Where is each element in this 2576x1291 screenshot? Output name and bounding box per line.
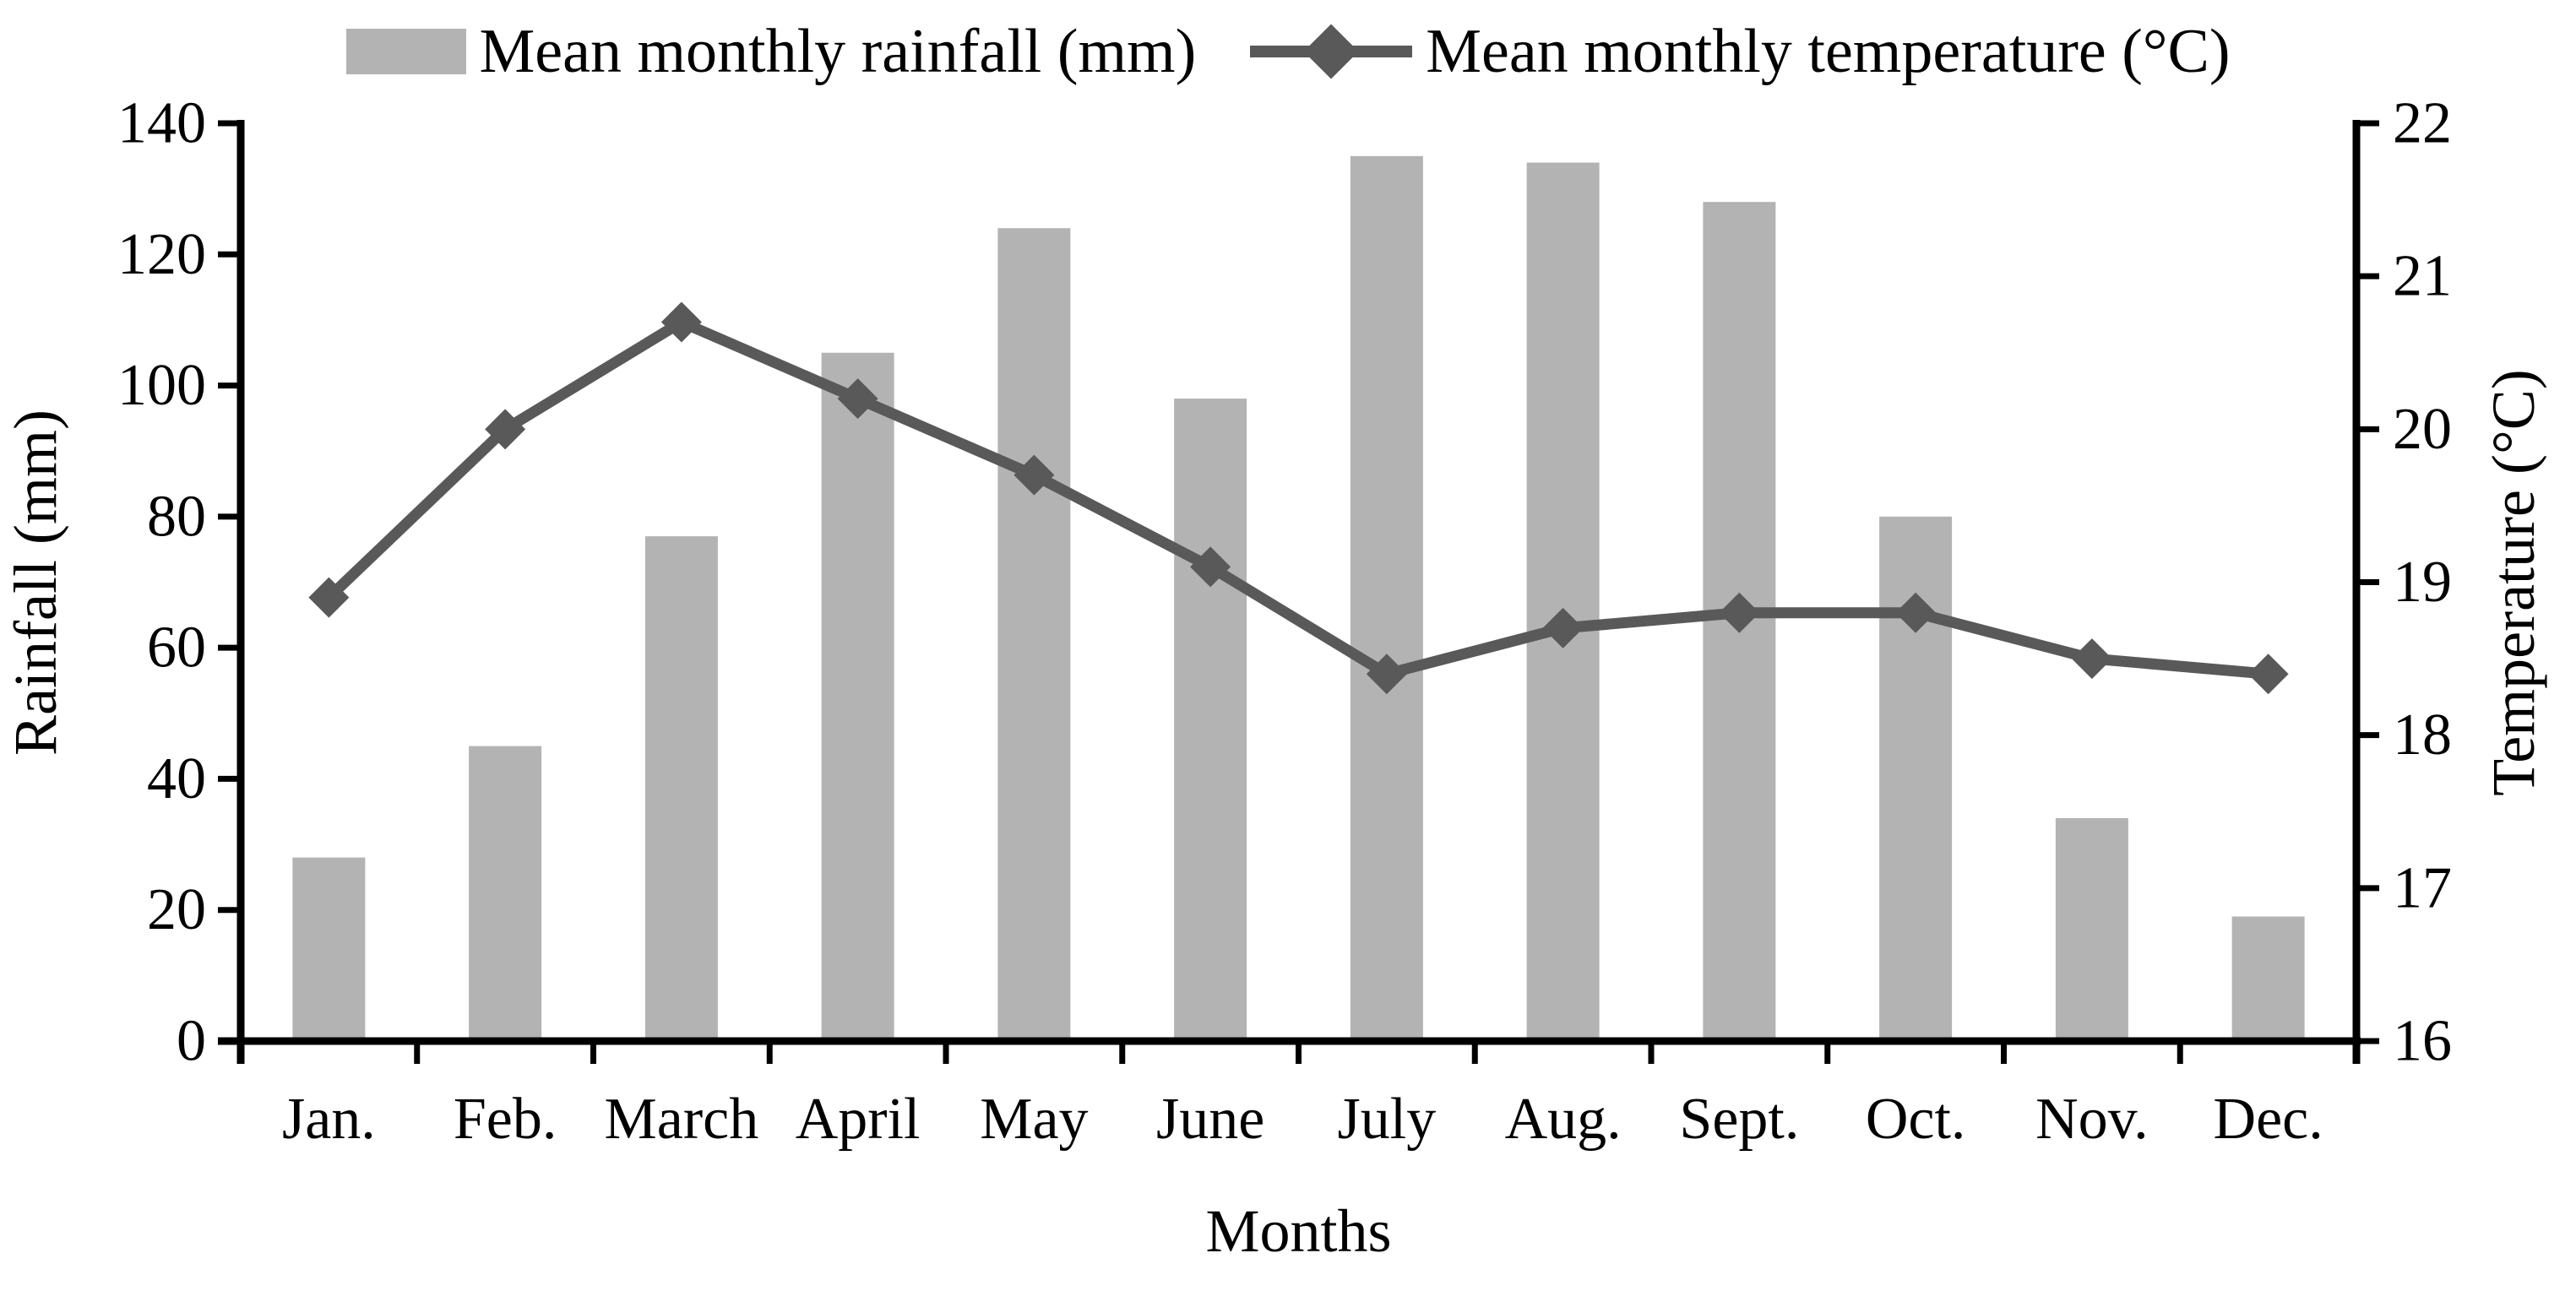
- right-tick-label-20: 20: [2393, 397, 2452, 462]
- bar-june: [1174, 399, 1247, 1042]
- right-tick-label-19: 19: [2393, 550, 2452, 615]
- temp-marker-july: [1366, 654, 1407, 695]
- right-tick-label-18: 18: [2393, 702, 2452, 768]
- temp-marker-dec: [2247, 654, 2289, 695]
- left-tick-label-80: 80: [147, 484, 206, 549]
- x-axis-ticks: Jan. Feb. March April May June July Aug. Sept. Oc…: [237, 1041, 2360, 1152]
- legend-item-temperature: Mean monthly temperature (°C): [1250, 20, 2230, 83]
- rainfall-bars: [292, 155, 2305, 1042]
- diamond-marker-icon: [1303, 24, 1359, 79]
- rainfall-legend-swatch: [345, 29, 466, 74]
- temp-marker-jan: [308, 577, 350, 618]
- x-tick-label-july: July: [1338, 1087, 1437, 1152]
- left-tick-label-140: 140: [117, 91, 206, 156]
- rainfall-legend-label: Mean monthly rainfall (mm): [479, 17, 1197, 86]
- temp-marker-may: [1014, 454, 1055, 496]
- temperature-legend-marker: [1250, 24, 1413, 79]
- temperature-legend-label: Mean monthly temperature (°C): [1426, 17, 2231, 86]
- x-tick-label-aug: Aug.: [1505, 1087, 1622, 1152]
- left-tick-label-120: 120: [117, 222, 206, 287]
- right-axis-title: Temperature (°C): [2480, 369, 2547, 796]
- x-tick-label-april: April: [796, 1087, 921, 1152]
- right-tick-label-21: 21: [2393, 244, 2452, 309]
- bar-dec: [2231, 916, 2305, 1041]
- x-tick-label-sept: Sept.: [1679, 1087, 1799, 1152]
- temp-marker-sept: [1719, 592, 1760, 633]
- right-axis-ticks: 16 17 18 19 20 21 22: [2356, 91, 2452, 1074]
- left-tick-label-40: 40: [147, 746, 206, 811]
- x-axis-title: Months: [1205, 1197, 1391, 1265]
- temperature-series: [308, 301, 2289, 695]
- right-tick-label-22: 22: [2393, 91, 2452, 156]
- temp-marker-nov: [2071, 638, 2112, 680]
- x-tick-label-june: June: [1156, 1087, 1264, 1152]
- bar-april: [821, 352, 894, 1041]
- temp-marker-april: [837, 378, 878, 420]
- temp-marker-feb: [485, 409, 526, 450]
- left-axis-title: Rainfall (mm): [2, 410, 69, 756]
- x-tick-label-jan: Jan.: [282, 1087, 376, 1152]
- bar-july: [1350, 155, 1423, 1042]
- bar-march: [644, 536, 718, 1041]
- bar-aug: [1526, 162, 1600, 1042]
- left-tick-label-100: 100: [117, 353, 206, 418]
- x-tick-label-nov: Nov.: [2035, 1087, 2149, 1152]
- x-tick-label-dec: Dec.: [2214, 1087, 2323, 1152]
- chart-legend: Mean monthly rainfall (mm) Mean monthly …: [0, 20, 2576, 83]
- bar-feb: [469, 746, 542, 1041]
- bar-nov: [2055, 818, 2128, 1041]
- x-tick-label-march: March: [605, 1087, 759, 1152]
- bar-jan: [292, 857, 366, 1041]
- left-tick-label-0: 0: [177, 1009, 206, 1074]
- left-tick-label-60: 60: [147, 616, 206, 681]
- left-axis-ticks: 0 20 40 60 80 100 120 140: [117, 91, 241, 1074]
- right-tick-label-17: 17: [2393, 855, 2452, 920]
- temp-marker-oct: [1895, 592, 1937, 633]
- temp-marker-march: [660, 301, 702, 343]
- right-tick-label-16: 16: [2393, 1009, 2452, 1074]
- legend-item-rainfall: Mean monthly rainfall (mm): [345, 17, 1197, 86]
- temperature-line: [323, 317, 2274, 680]
- bar-may: [997, 228, 1071, 1041]
- x-tick-label-oct: Oct.: [1866, 1087, 1966, 1152]
- left-tick-label-20: 20: [147, 877, 206, 942]
- temp-marker-june: [1190, 546, 1231, 588]
- x-tick-label-may: May: [980, 1087, 1088, 1152]
- temp-marker-aug: [1542, 607, 1584, 648]
- x-tick-label-feb: Feb.: [454, 1087, 557, 1152]
